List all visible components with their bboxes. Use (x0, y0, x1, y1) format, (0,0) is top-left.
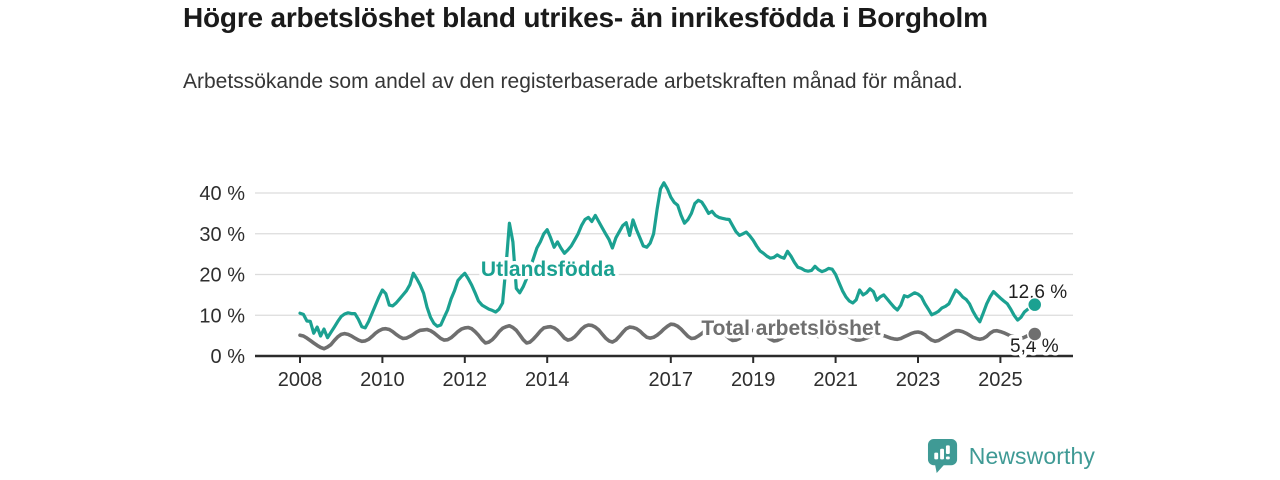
x-tick-label: 2025 (978, 369, 1023, 391)
x-tick-label: 2021 (813, 369, 858, 391)
chart-subtitle: Arbetssökande som andel av den registerb… (183, 70, 963, 93)
x-tick-label: 2014 (525, 369, 570, 391)
chart-title: Högre arbetslöshet bland utrikes- än inr… (183, 2, 988, 33)
bar-chart-speech-bubble-icon (927, 439, 957, 473)
y-tick-label: 0 % (211, 346, 246, 368)
newsworthy-logo: Newsworthy (927, 438, 1095, 474)
end-dot-total (1026, 326, 1043, 342)
y-tick-label: 10 % (199, 305, 245, 327)
series-label-utlandsfodda: Utlandsfödda (481, 258, 615, 281)
unemployment-chart: 0 % 10 % 20 % 30 % 40 % Utlandsfödda Total arb… (199, 181, 1073, 391)
y-tick-label: 30 % (199, 224, 245, 246)
x-tick-label: 2012 (443, 369, 488, 391)
series-line-total (298, 322, 1037, 351)
x-tick-label: 2008 (278, 369, 323, 391)
brand-name: Newsworthy (968, 442, 1095, 469)
end-dot-utlandsfodda (1026, 296, 1043, 313)
series-label-total: Total arbetslöshet (701, 317, 880, 340)
x-tick-label: 2019 (731, 369, 776, 391)
y-tick-label: 40 % (199, 183, 245, 205)
x-tick-label: 2010 (360, 369, 405, 391)
x-tick-label: 2017 (649, 369, 694, 391)
x-tick-label: 2023 (896, 369, 941, 391)
series-line-utlandsfodda (298, 181, 1037, 340)
y-tick-label: 20 % (199, 265, 245, 287)
